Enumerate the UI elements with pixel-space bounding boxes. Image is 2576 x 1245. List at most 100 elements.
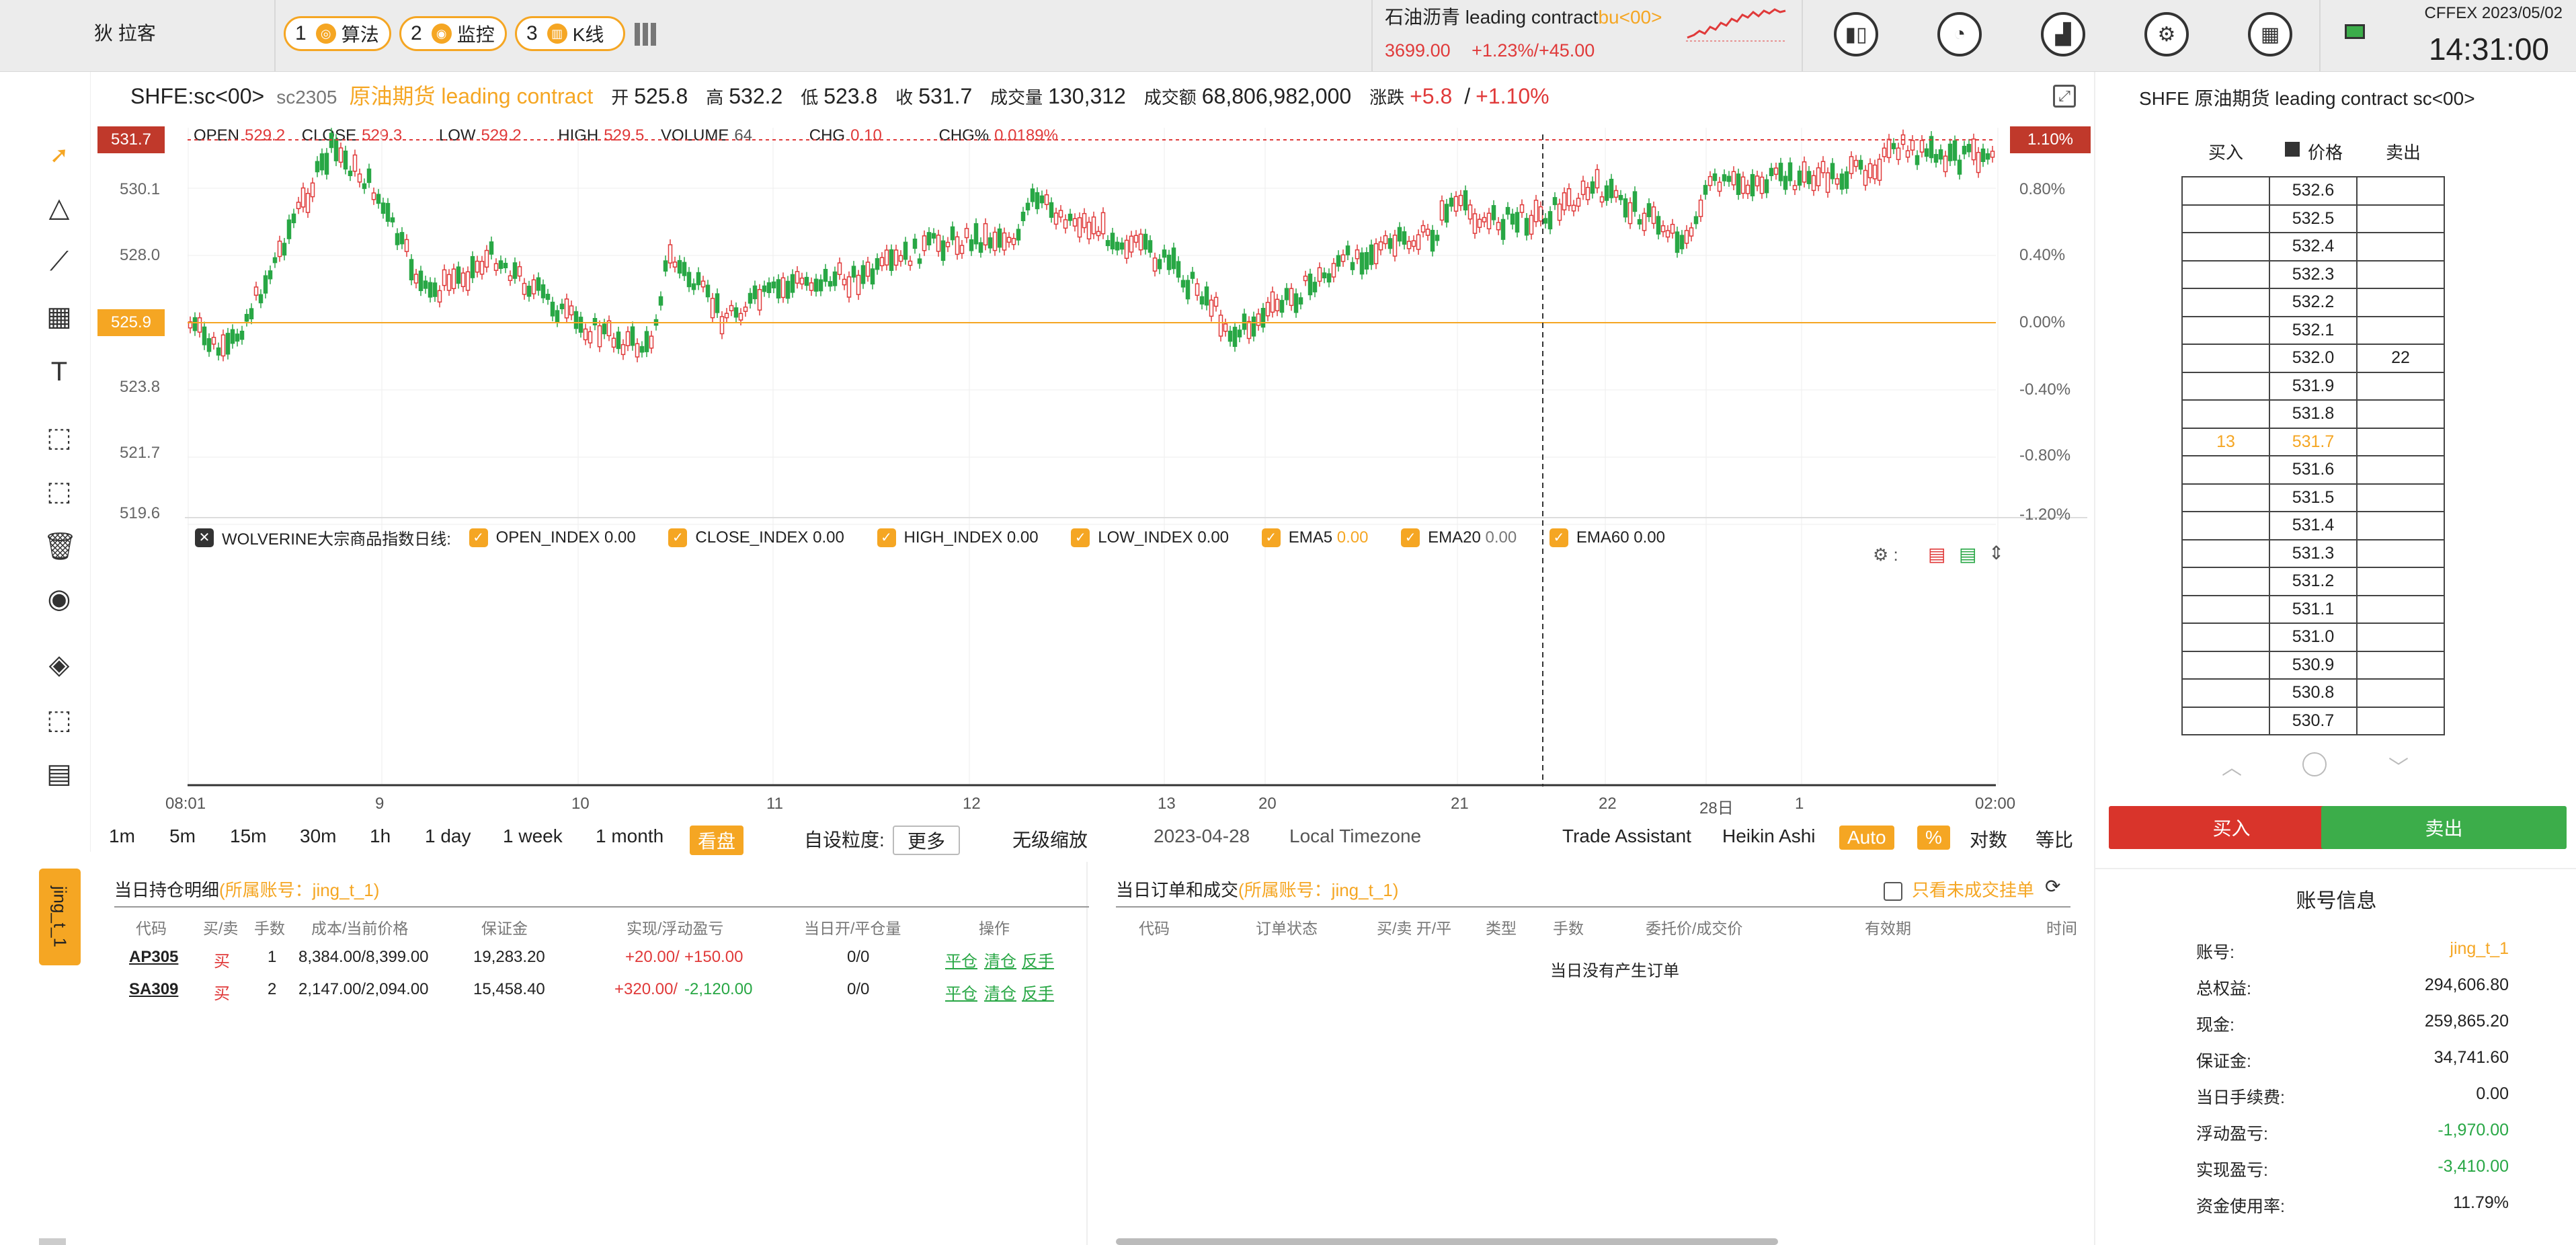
user-name[interactable]: 狄 拉客 [94, 23, 156, 44]
order-book-row[interactable]: 530.9 [2181, 650, 2445, 680]
close-position-link[interactable]: 平仓 [945, 953, 977, 971]
rectangle-icon[interactable]: ⬚ [46, 705, 72, 735]
dashboard-icon[interactable]: ◔ [1937, 12, 1982, 56]
bid-volume[interactable] [2181, 288, 2270, 317]
rectangle-icon[interactable]: ⬚ [46, 423, 72, 452]
layers-icon[interactable]: ◈ [48, 650, 70, 680]
price-level[interactable]: 530.7 [2269, 706, 2358, 735]
ask-volume[interactable] [2356, 204, 2445, 233]
log-scale-button[interactable]: 对数 [1970, 830, 2008, 850]
eye-icon[interactable]: ◉ [47, 584, 71, 614]
ask-volume[interactable] [2356, 483, 2445, 512]
auto-scale-button[interactable]: Auto [1839, 826, 1894, 850]
price-level[interactable]: 531.6 [2269, 455, 2358, 485]
bid-volume[interactable] [2181, 232, 2270, 262]
ema60-checkbox[interactable]: ✓ [1549, 528, 1568, 547]
order-book-row[interactable]: 13 531.7 [2181, 427, 2445, 456]
cursor-icon[interactable]: ➚ [49, 143, 69, 168]
reverse-position-link[interactable]: 反手 [1022, 953, 1054, 971]
candlestick-icon[interactable]: ▮▯ [1834, 12, 1878, 56]
order-book-row[interactable]: 531.2 [2181, 567, 2445, 596]
order-book-row[interactable]: 531.3 [2181, 538, 2445, 568]
low-index-checkbox[interactable]: ✓ [1071, 528, 1090, 547]
order-book-row[interactable]: 532.2 [2181, 288, 2445, 317]
price-level[interactable]: 531.4 [2269, 511, 2358, 540]
ask-volume[interactable] [2356, 594, 2445, 624]
columns-icon[interactable] [635, 23, 657, 46]
ask-volume[interactable] [2356, 232, 2445, 262]
price-level[interactable]: 532.1 [2269, 315, 2358, 345]
interval-5m[interactable]: 5m [169, 826, 196, 846]
clear-position-link[interactable]: 清仓 [984, 985, 1016, 1003]
order-book-row[interactable]: 531.4 [2181, 511, 2445, 540]
clear-position-link[interactable]: 清仓 [984, 953, 1016, 971]
unfilled-only-checkbox[interactable] [1884, 882, 1902, 901]
pan-button[interactable]: 看盘 [690, 826, 744, 855]
resize-icon[interactable]: ⇕ [1988, 543, 2005, 563]
bar-chart-icon[interactable]: ▟ [2041, 12, 2085, 56]
price-level[interactable]: 531.5 [2269, 483, 2358, 512]
bid-volume[interactable] [2181, 204, 2270, 233]
bid-volume[interactable] [2181, 678, 2270, 708]
report-icon[interactable]: ▤ [46, 759, 72, 789]
ask-volume[interactable] [2356, 399, 2445, 429]
custom-interval-select[interactable]: 更多 [893, 826, 961, 855]
ask-volume[interactable] [2356, 511, 2445, 540]
account-tab[interactable]: jing_t_1 [39, 869, 81, 965]
percent-scale-button[interactable]: % [1917, 826, 1950, 850]
order-book-row[interactable]: 531.6 [2181, 455, 2445, 485]
bid-volume[interactable] [2181, 622, 2270, 652]
chart-date[interactable]: 2023-04-28 [1154, 826, 1250, 846]
unfilled-only-toggle[interactable]: 只看未成交挂单 [1884, 877, 2034, 901]
interval-1day[interactable]: 1 day [425, 826, 471, 846]
high-index-checkbox[interactable]: ✓ [877, 528, 896, 547]
expand-icon[interactable]: ⤢ [2053, 85, 2076, 108]
order-book-row[interactable]: 532.4 [2181, 232, 2445, 262]
interval-15m[interactable]: 15m [230, 826, 267, 846]
indicator-toggle-checkbox[interactable]: ✕ [195, 528, 214, 547]
bid-volume[interactable] [2181, 259, 2270, 289]
close-index-checkbox[interactable]: ✓ [668, 528, 688, 547]
bid-volume[interactable] [2181, 399, 2270, 429]
ask-volume[interactable] [2356, 259, 2445, 289]
horizontal-scrollbar[interactable] [1116, 1238, 1778, 1245]
price-level[interactable]: 532.2 [2269, 288, 2358, 317]
price-level[interactable]: 530.8 [2269, 678, 2358, 708]
price-level[interactable]: 531.0 [2269, 622, 2358, 652]
price-level[interactable]: 532.3 [2269, 259, 2358, 289]
bid-volume[interactable] [2181, 455, 2270, 485]
ask-volume[interactable] [2356, 706, 2445, 735]
ticker-title[interactable]: 石油沥青 leading contractbu<00> [1385, 3, 1662, 30]
close-position-link[interactable]: 平仓 [945, 985, 977, 1003]
order-book-row[interactable]: 530.7 [2181, 706, 2445, 735]
equal-scale-button[interactable]: 等比 [2036, 830, 2074, 850]
export-icon[interactable]: ▤ [1928, 544, 1946, 565]
open-index-checkbox[interactable]: ✓ [469, 528, 488, 547]
price-level[interactable]: 531.3 [2269, 538, 2358, 568]
scroll-down-icon[interactable]: ﹀ [2388, 757, 2409, 779]
kline-button[interactable]: 3 ▥ K线 [515, 16, 625, 51]
position-code[interactable]: AP305 [129, 948, 179, 966]
bid-volume[interactable]: 13 [2181, 427, 2270, 456]
bid-volume[interactable] [2181, 371, 2270, 401]
ask-volume[interactable] [2356, 288, 2445, 317]
ask-volume[interactable] [2356, 315, 2445, 345]
order-book-row[interactable]: 532.6 [2181, 176, 2445, 206]
order-book-row[interactable]: 532.3 [2181, 259, 2445, 289]
order-book-row[interactable]: 532.5 [2181, 204, 2445, 233]
bid-volume[interactable] [2181, 650, 2270, 680]
reverse-position-link[interactable]: 反手 [1022, 985, 1054, 1003]
ask-volume[interactable] [2356, 455, 2445, 485]
price-level[interactable]: 531.1 [2269, 594, 2358, 624]
order-book-row[interactable]: 532.1 [2181, 315, 2445, 345]
ask-volume[interactable] [2356, 538, 2445, 568]
bid-volume[interactable] [2181, 538, 2270, 568]
edit-icon[interactable]: ▤ [1959, 544, 1977, 565]
order-book-row[interactable]: 531.0 [2181, 622, 2445, 652]
order-book-row[interactable]: 532.0 22 [2181, 344, 2445, 373]
price-chart[interactable] [91, 121, 2094, 813]
trade-assistant-button[interactable]: Trade Assistant [1562, 826, 1691, 846]
interval-1month[interactable]: 1 month [596, 826, 664, 846]
position-code[interactable]: SA309 [129, 980, 179, 998]
price-level[interactable]: 531.2 [2269, 567, 2358, 596]
